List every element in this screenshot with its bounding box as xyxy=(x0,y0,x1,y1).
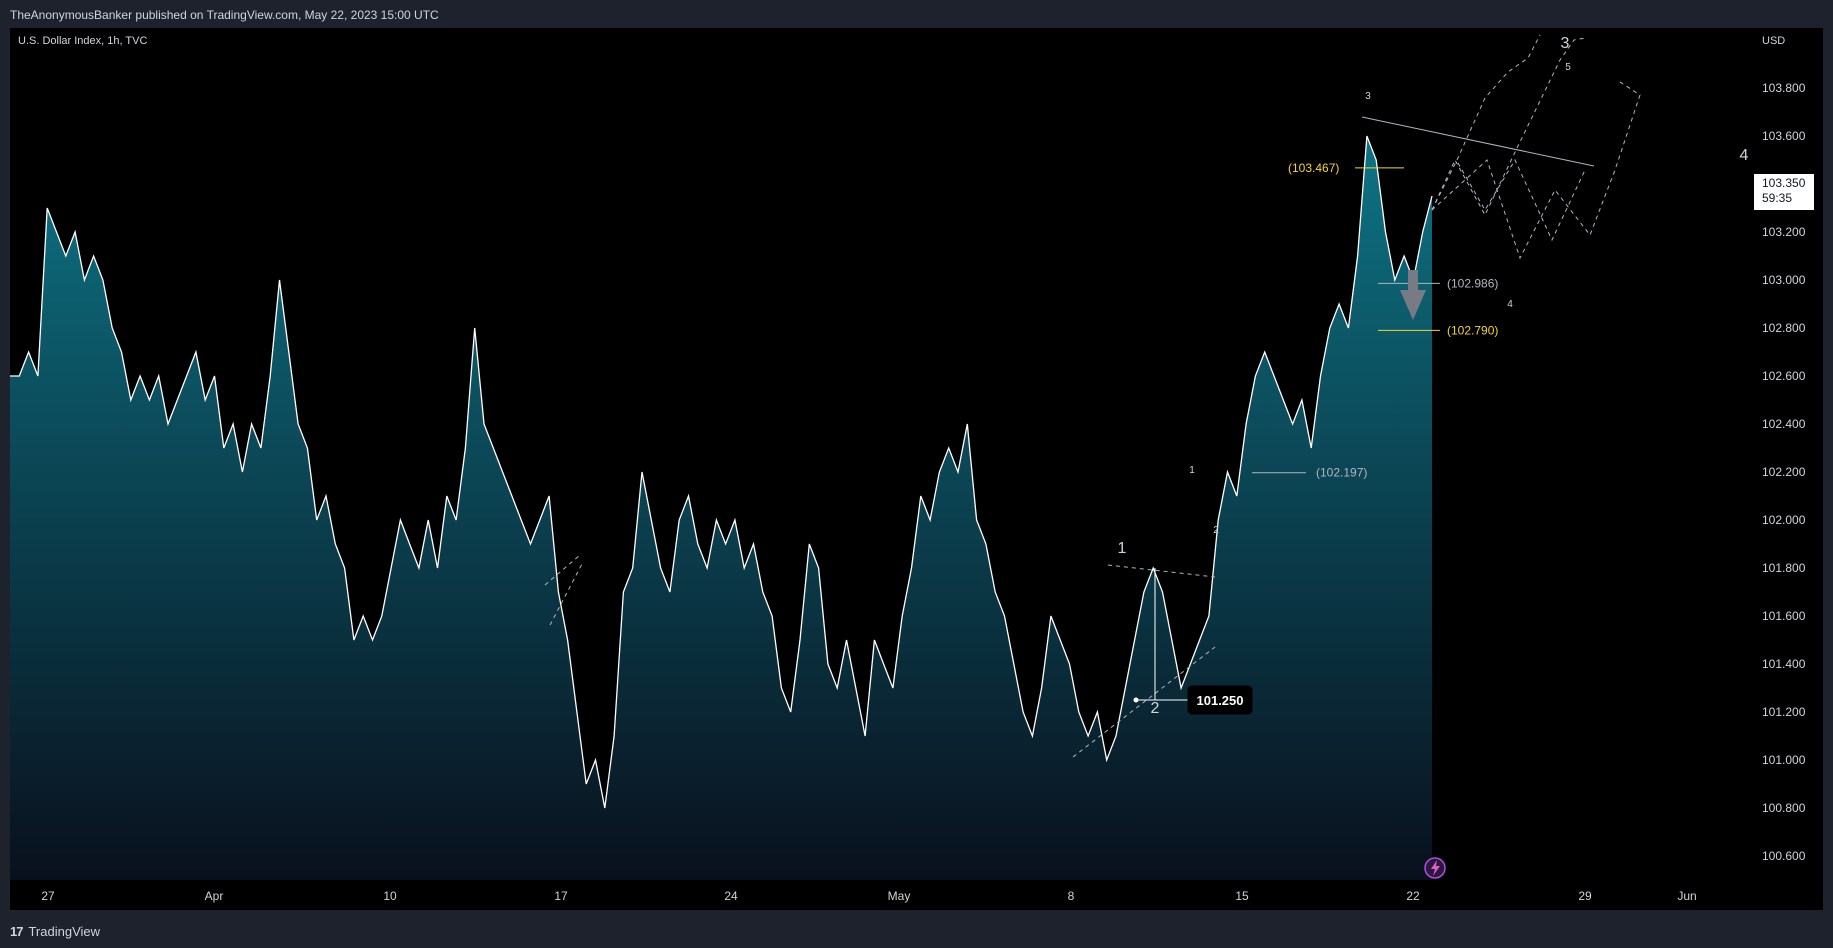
down-arrow-icon xyxy=(1400,270,1426,320)
wave-label: 2 xyxy=(1213,525,1219,536)
y-tick-label: 103.600 xyxy=(1762,129,1806,143)
y-tick-label: 101.400 xyxy=(1762,657,1806,671)
annotation-layer: (103.467) (102.986) (102.790) (102.197) 101.… xyxy=(544,34,1749,879)
lightning-icon xyxy=(1431,860,1440,876)
trend-line xyxy=(549,561,584,626)
projection-path xyxy=(1431,37,1586,217)
x-tick-label: Jun xyxy=(1677,889,1696,903)
y-tick-label: 102.800 xyxy=(1762,321,1806,335)
x-tick-label: 27 xyxy=(41,889,55,903)
x-tick-label: 15 xyxy=(1235,889,1249,903)
wave-label: 1 xyxy=(1189,465,1195,476)
wave-label: 5 xyxy=(1565,62,1571,73)
level-label: (102.986) xyxy=(1447,276,1498,290)
y-tick-label: 101.000 xyxy=(1762,753,1806,767)
wave-label: 2 xyxy=(1151,700,1160,717)
y-tick-label: 102.000 xyxy=(1762,513,1806,527)
last-price-tag: 103.350 59:35 xyxy=(1754,174,1814,210)
bottom-bar: 17 TradingView xyxy=(0,916,1833,948)
brand-label: TradingView xyxy=(28,924,101,939)
tradingview-logo-icon: 17 xyxy=(10,924,24,939)
wave-label: 1 xyxy=(1118,540,1127,557)
trend-line xyxy=(1072,646,1216,758)
wave-label: 3 xyxy=(1365,91,1371,102)
x-tick-label: 24 xyxy=(724,889,738,903)
publisher-text: TheAnonymousBanker published on TradingV… xyxy=(10,8,439,22)
area-layer xyxy=(10,136,1432,880)
currency-label: USD xyxy=(1762,35,1786,47)
level-label: (102.197) xyxy=(1316,466,1367,480)
x-tick-label: May xyxy=(888,889,911,903)
marker-dot xyxy=(1133,697,1139,703)
y-tick-label: 101.600 xyxy=(1762,609,1806,623)
x-tick-label: Apr xyxy=(205,889,224,903)
y-tick-label: 101.200 xyxy=(1762,705,1806,719)
x-tick-label: 17 xyxy=(554,889,568,903)
projection-path xyxy=(1431,34,1541,211)
projection-path xyxy=(1431,79,1641,260)
y-tick-label: 103.800 xyxy=(1762,81,1806,95)
projection-path xyxy=(1457,158,1586,242)
level-label: (102.790) xyxy=(1447,323,1498,337)
y-axis: 103.800103.600103.400103.200103.000102.8… xyxy=(1762,81,1806,863)
tradingview-brand[interactable]: 17 TradingView xyxy=(10,924,100,939)
x-tick-label: 29 xyxy=(1578,889,1592,903)
price-line xyxy=(10,135,1433,809)
symbol-label: U.S. Dollar Index, 1h, TVC xyxy=(18,35,148,47)
trend-line xyxy=(1107,564,1216,578)
x-tick-label: 8 xyxy=(1068,889,1075,903)
y-tick-label: 100.600 xyxy=(1762,849,1806,863)
wave-label: 4 xyxy=(1740,147,1749,164)
x-tick-label: 10 xyxy=(383,889,397,903)
last-price: 103.350 xyxy=(1762,176,1806,190)
line-layer xyxy=(10,135,1433,809)
y-tick-label: 103.200 xyxy=(1762,225,1806,239)
y-tick-label: 102.400 xyxy=(1762,417,1806,431)
y-tick-label: 101.800 xyxy=(1762,561,1806,575)
marker-label-box xyxy=(1187,685,1253,715)
y-tick-label: 103.000 xyxy=(1762,273,1806,287)
bar-countdown: 59:35 xyxy=(1762,191,1793,205)
y-tick-label: 102.200 xyxy=(1762,465,1806,479)
y-tick-label: 102.600 xyxy=(1762,369,1806,383)
wave-label: 3 xyxy=(1561,35,1570,52)
price-area xyxy=(10,136,1432,880)
publisher-bar: TheAnonymousBanker published on TradingV… xyxy=(0,0,1833,28)
y-tick-label: 100.800 xyxy=(1762,801,1806,815)
x-axis: 27 Apr 10 17 24 May 8 15 22 29 Jun xyxy=(41,889,1696,903)
wave-label: 4 xyxy=(1507,299,1513,310)
resistance-line xyxy=(1361,116,1595,167)
marker-label: 101.250 xyxy=(1197,693,1244,708)
x-tick-label: 22 xyxy=(1406,889,1420,903)
level-label: (103.467) xyxy=(1288,161,1339,175)
